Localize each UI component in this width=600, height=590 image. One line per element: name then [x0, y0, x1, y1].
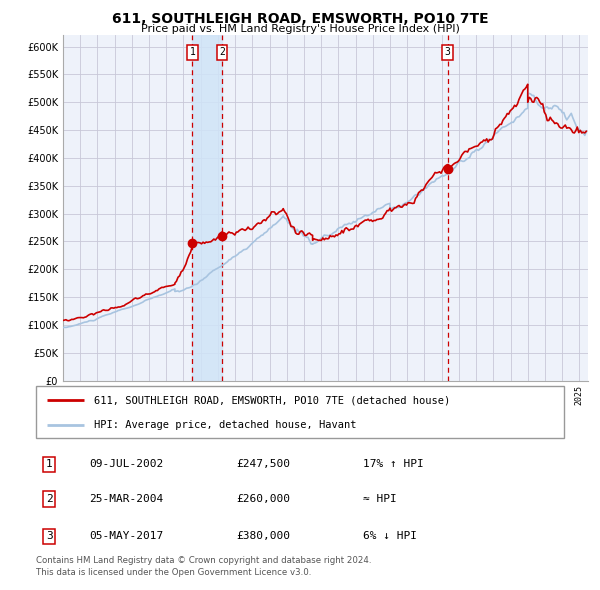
Text: 611, SOUTHLEIGH ROAD, EMSWORTH, PO10 7TE: 611, SOUTHLEIGH ROAD, EMSWORTH, PO10 7TE — [112, 12, 488, 26]
Text: 1: 1 — [46, 460, 53, 469]
Text: 1: 1 — [190, 47, 196, 57]
Text: £260,000: £260,000 — [236, 494, 290, 504]
Text: 611, SOUTHLEIGH ROAD, EMSWORTH, PO10 7TE (detached house): 611, SOUTHLEIGH ROAD, EMSWORTH, PO10 7TE… — [94, 395, 451, 405]
Text: 25-MAR-2004: 25-MAR-2004 — [89, 494, 163, 504]
Text: 2: 2 — [219, 47, 225, 57]
Text: £247,500: £247,500 — [236, 460, 290, 469]
Text: 3: 3 — [445, 47, 451, 57]
Text: 3: 3 — [46, 532, 53, 542]
FancyBboxPatch shape — [36, 386, 564, 438]
Text: 2: 2 — [46, 494, 53, 504]
Text: Price paid vs. HM Land Registry's House Price Index (HPI): Price paid vs. HM Land Registry's House … — [140, 24, 460, 34]
Text: HPI: Average price, detached house, Havant: HPI: Average price, detached house, Hava… — [94, 420, 356, 430]
Text: Contains HM Land Registry data © Crown copyright and database right 2024.: Contains HM Land Registry data © Crown c… — [36, 556, 371, 565]
Text: This data is licensed under the Open Government Licence v3.0.: This data is licensed under the Open Gov… — [36, 568, 311, 576]
Text: £380,000: £380,000 — [236, 532, 290, 542]
Bar — [193, 35, 222, 381]
Text: 17% ↑ HPI: 17% ↑ HPI — [364, 460, 424, 469]
Text: 09-JUL-2002: 09-JUL-2002 — [89, 460, 163, 469]
Text: 05-MAY-2017: 05-MAY-2017 — [89, 532, 163, 542]
Text: ≈ HPI: ≈ HPI — [364, 494, 397, 504]
Text: 6% ↓ HPI: 6% ↓ HPI — [364, 532, 418, 542]
